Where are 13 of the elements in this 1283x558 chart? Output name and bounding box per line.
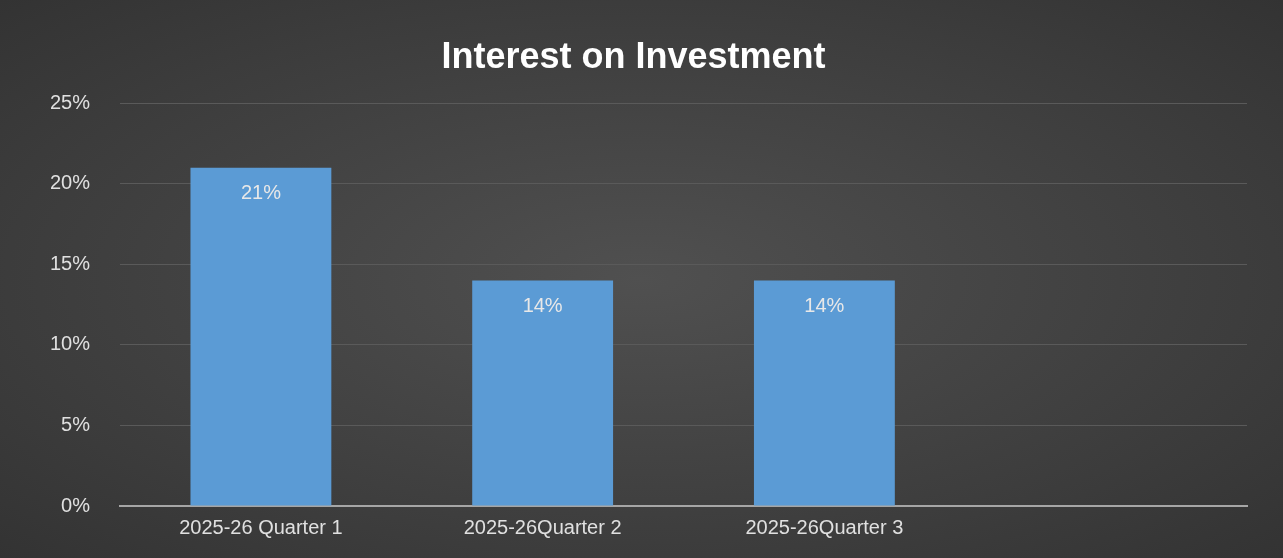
x-tick-label: 2025-26Quarter 3 <box>745 515 904 538</box>
data-label: 14% <box>522 293 563 316</box>
y-tick-label: 5% <box>61 412 91 435</box>
y-tick-label: 25% <box>50 90 91 113</box>
y-tick-label: 10% <box>50 332 91 355</box>
x-tick-label: 2025-26 Quarter 1 <box>179 515 343 538</box>
y-tick-label: 15% <box>50 251 91 274</box>
y-tick-label: 20% <box>50 171 91 194</box>
y-tick-label: 0% <box>61 493 91 516</box>
chart-title: Interest on Investment <box>441 34 826 76</box>
x-tick-label: 2025-26Quarter 2 <box>463 515 622 538</box>
data-label: 21% <box>240 181 282 204</box>
data-label: 14% <box>804 293 845 316</box>
